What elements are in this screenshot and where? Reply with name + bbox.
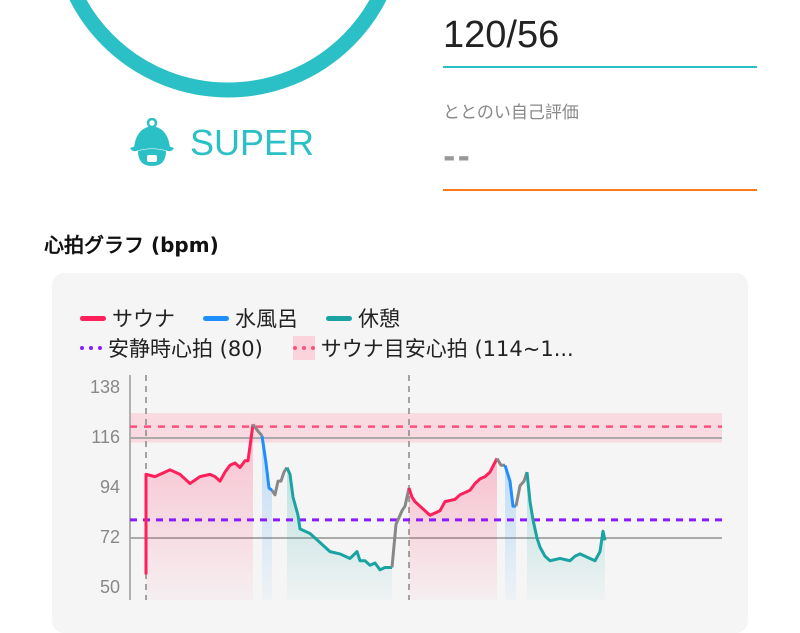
self-eval-underline xyxy=(443,189,757,191)
rest-line xyxy=(525,471,607,563)
y-tick-label: 116 xyxy=(91,427,120,447)
rest-area xyxy=(527,472,605,600)
water-area xyxy=(262,435,272,600)
sauna-area xyxy=(409,458,497,600)
legend-row-2: 安静時心拍 (80) サウナ目安心拍 (114~1... xyxy=(80,333,574,363)
self-eval-field[interactable]: -- xyxy=(443,140,472,175)
legend-swatch-target xyxy=(292,336,315,360)
y-tick-label: 94 xyxy=(99,477,120,497)
legend-rest: 休憩 xyxy=(358,307,400,331)
sauna-area xyxy=(146,424,253,600)
rest-area xyxy=(287,467,392,600)
rest-line xyxy=(285,466,392,572)
legend-target-hr: サウナ目安心拍 (114~1... xyxy=(320,337,574,361)
graph-title: 心拍グラフ (bpm) xyxy=(44,233,219,257)
legend-water: 水風呂 xyxy=(235,307,298,331)
transition-line xyxy=(514,471,529,507)
score-ring xyxy=(69,0,387,98)
legend-resting-hr: 安静時心拍 (80) xyxy=(108,337,263,361)
legend-row-1: サウナ 水風呂 休憩 xyxy=(80,303,400,333)
sauna-line xyxy=(407,457,499,517)
y-tick-label: 72 xyxy=(99,527,120,547)
legend-sauna: サウナ xyxy=(112,307,175,331)
legend-swatch-rest xyxy=(326,315,352,321)
legend-swatch-resting xyxy=(80,346,102,350)
blood-pressure-value[interactable]: 120/56 xyxy=(443,14,560,56)
sauna-hat-icon xyxy=(130,118,174,166)
transition-line xyxy=(390,487,411,568)
self-eval-label: ととのい自己評価 xyxy=(443,103,579,123)
heart-rate-chart xyxy=(129,375,722,600)
y-tick-label: 138 xyxy=(89,377,120,397)
transition-line xyxy=(251,423,264,437)
legend-swatch-water xyxy=(203,315,229,321)
legend-swatch-sauna xyxy=(80,315,106,321)
rank-badge: SUPER xyxy=(128,118,314,168)
water-line xyxy=(503,464,516,508)
y-tick-label: 50 xyxy=(99,577,120,597)
transition-line xyxy=(270,466,289,497)
transition-line xyxy=(495,457,505,467)
water-line xyxy=(260,435,273,492)
water-area xyxy=(505,465,516,600)
rank-label: SUPER xyxy=(190,122,315,163)
sauna-line xyxy=(144,424,255,575)
blood-pressure-underline xyxy=(443,66,757,68)
